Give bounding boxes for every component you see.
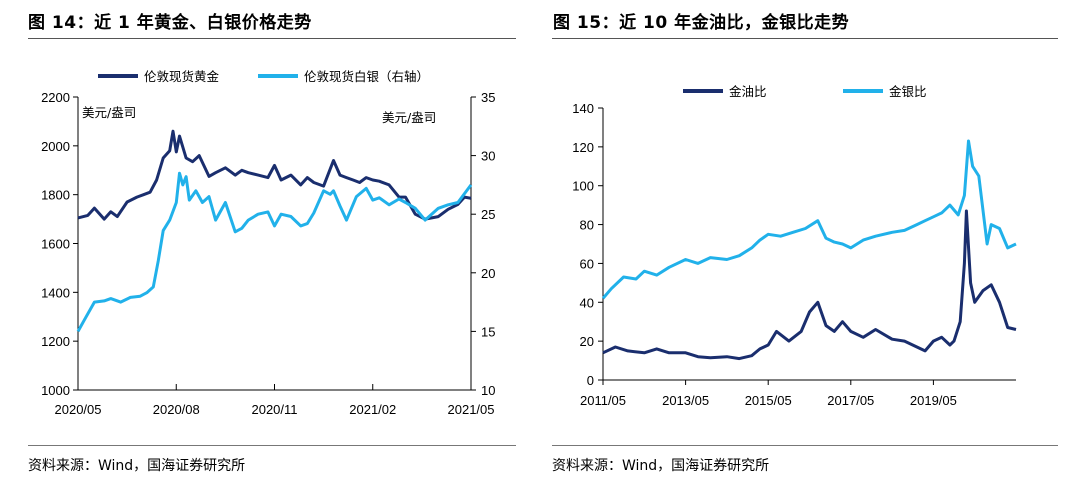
right-y-tick-label: 15 (481, 324, 495, 339)
ratio-y-tick-label: 0 (587, 373, 594, 388)
ratio-y-tick-label: 140 (572, 101, 594, 116)
left-source-rule (28, 445, 516, 446)
left-y-tick-label: 1800 (41, 188, 70, 203)
gold-price-line (77, 129, 472, 221)
left-y-tick-label: 1200 (41, 334, 70, 349)
left-chart-lines (76, 129, 473, 333)
right-source-rule (552, 445, 1058, 446)
right-y-tick-label: 20 (481, 266, 495, 281)
right-chart-title: 图 15：近 10 年金油比，金银比走势 (553, 13, 850, 33)
left-y-tick-label: 1400 (41, 285, 70, 300)
ratio-x-tick-label: 2017/05 (827, 393, 874, 408)
left-chart-axes: 1000 1200 1400 1600 1800 2000 2200 10 15 20 25 30 35… (41, 90, 495, 417)
ratio-y-tick-label: 20 (580, 334, 594, 349)
right-y-tick-label: 25 (481, 207, 495, 222)
legend-label-silver: 伦敦现货白银（右轴） (304, 69, 429, 84)
right-y-tick-label: 30 (481, 149, 495, 164)
ratio-x-tick-label: 2013/05 (662, 393, 709, 408)
left-y-tick-label: 1600 (41, 237, 70, 252)
right-axis-unit: 美元/盎司 (382, 110, 436, 125)
x-tick-label: 2021/05 (448, 402, 495, 417)
right-y-tick-label: 35 (481, 90, 495, 105)
x-tick-label: 2020/05 (55, 402, 102, 417)
legend-label-gold: 伦敦现货黄金 (144, 69, 220, 84)
silver-price-line (76, 171, 473, 333)
ratio-x-tick-label: 2019/05 (910, 393, 957, 408)
x-tick-label: 2020/11 (251, 402, 297, 417)
right-source-note: 资料来源：Wind，国海证券研究所 (552, 458, 770, 474)
x-tick-label: 2020/08 (153, 402, 200, 417)
ratio-y-tick-label: 120 (572, 140, 594, 155)
ratio-y-tick-label: 60 (580, 256, 594, 271)
left-title-rule (28, 38, 516, 39)
ratio-y-tick-label: 80 (580, 218, 594, 233)
right-y-tick-label: 10 (481, 383, 495, 398)
ratio-y-tick-label: 100 (572, 179, 594, 194)
left-chart-title: 图 14：近 1 年黄金、白银价格走势 (28, 13, 312, 33)
right-legend: 金油比 金银比 (683, 84, 927, 99)
legend-label-gold-silver: 金银比 (889, 84, 927, 99)
left-axis-unit: 美元/盎司 (82, 105, 136, 120)
right-chart-axes: 0 20 40 60 80 100 120 140 2011/05 2013/05 2015/05 2… (572, 101, 1016, 408)
gold-silver-ratio-line (601, 139, 1017, 300)
ratio-x-tick-label: 2015/05 (745, 393, 792, 408)
left-y-tick-label: 2000 (41, 139, 70, 154)
left-y-tick-label: 1000 (41, 383, 70, 398)
ratio-x-tick-label: 2011/05 (580, 393, 626, 408)
left-y-tick-label: 2200 (41, 90, 70, 105)
left-source-note: 资料来源：Wind，国海证券研究所 (28, 458, 246, 474)
right-chart-lines (601, 139, 1017, 361)
right-title-rule (552, 38, 1058, 39)
left-legend: 伦敦现货黄金 伦敦现货白银（右轴） (98, 69, 429, 84)
gold-oil-ratio-line (602, 209, 1017, 361)
legend-label-gold-oil: 金油比 (729, 84, 767, 99)
ratio-y-tick-label: 40 (580, 295, 594, 310)
x-tick-label: 2021/02 (349, 402, 396, 417)
